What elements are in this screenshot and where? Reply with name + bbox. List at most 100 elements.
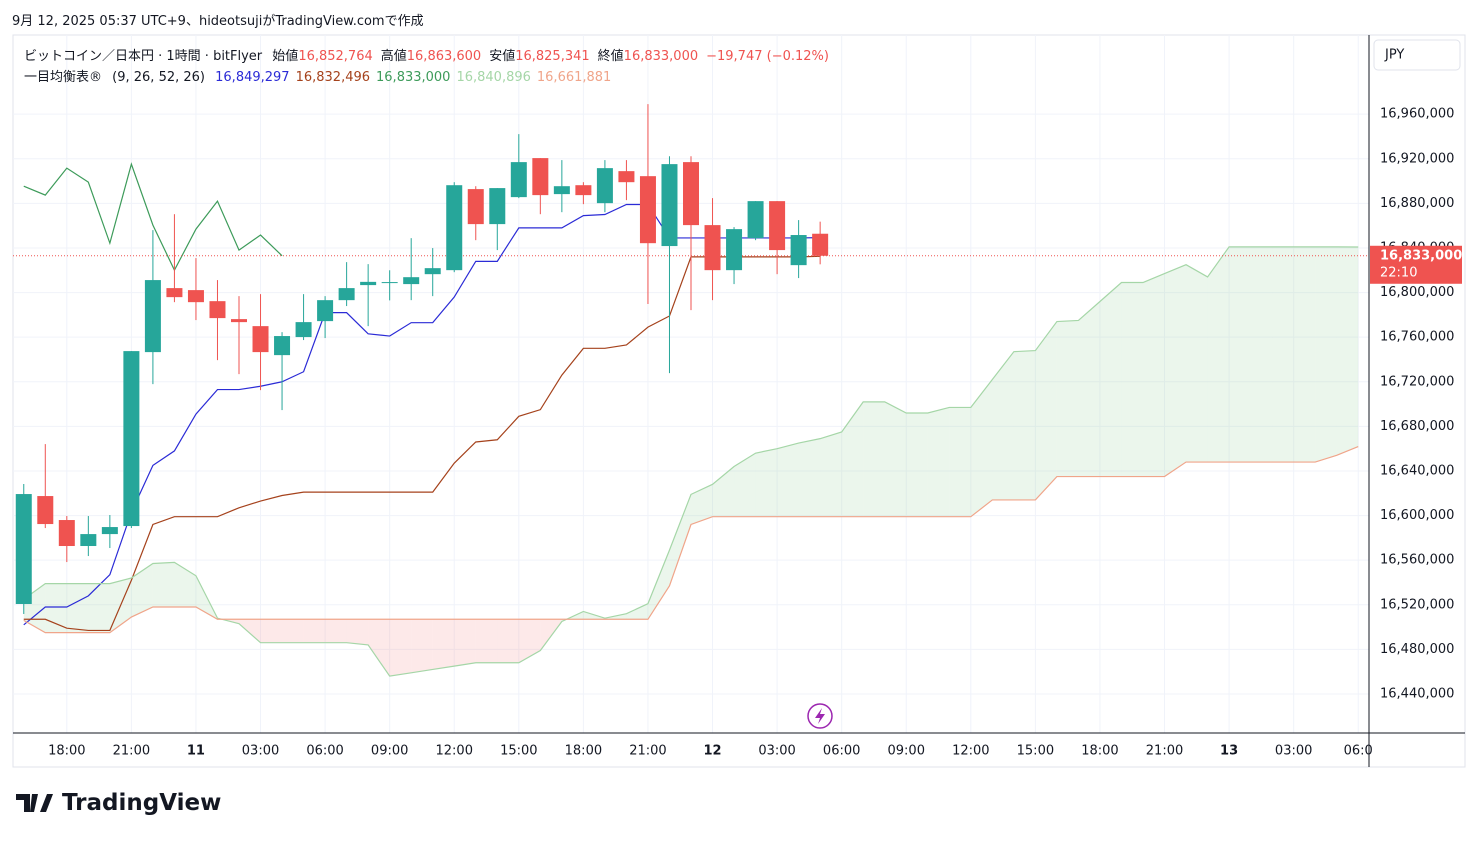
- cloud: [798, 438, 821, 517]
- y-tick-label: 16,960,000: [1380, 107, 1454, 122]
- cloud: [411, 619, 433, 673]
- candle-body: [812, 233, 829, 256]
- cloud: [820, 431, 842, 517]
- cloud: [303, 619, 326, 643]
- indicator-line: [23, 203, 821, 626]
- cloud: [346, 619, 369, 645]
- candle-body: [639, 176, 656, 244]
- x-tick-label: 13: [1220, 744, 1238, 759]
- cloud: [432, 619, 455, 670]
- ohlc-value: 16,852,764: [298, 49, 373, 64]
- ohlc-value: 16,825,341: [515, 49, 590, 64]
- x-tick-label: 15:00: [500, 744, 537, 759]
- ohlc-label: 終値: [597, 49, 624, 64]
- cloud: [1186, 264, 1208, 463]
- candle-body: [446, 185, 463, 271]
- cloud: [1099, 282, 1122, 477]
- cloud: [131, 563, 153, 618]
- x-tick-label: 11: [187, 744, 205, 759]
- legend-main: ビットコイン／日本円 · 1時間 · bitFlyer 始値16,852,764…: [24, 45, 837, 64]
- candle-body: [790, 235, 807, 266]
- brand: TradingView: [16, 790, 221, 816]
- ohlc-value: 16,833,000: [623, 49, 699, 64]
- indicator-params: (9, 26, 52, 26): [112, 70, 205, 85]
- cloud: [1315, 246, 1337, 463]
- y-tick-label: 16,920,000: [1380, 151, 1454, 166]
- candle-body: [704, 225, 721, 271]
- y-tick-label: 16,520,000: [1380, 597, 1454, 612]
- cloud: [712, 466, 735, 517]
- cloud: [454, 619, 476, 667]
- cloud: [1229, 246, 1251, 463]
- x-tick-label: 18:00: [565, 744, 602, 759]
- cloud: [1272, 246, 1294, 463]
- cloud: [325, 619, 347, 643]
- cloud: [970, 379, 993, 517]
- cloud: [1078, 301, 1100, 477]
- chart-frame: [12, 34, 1466, 768]
- cloud: [927, 407, 950, 517]
- candle-body: [661, 164, 678, 247]
- indicator-line: [23, 162, 283, 272]
- candle-body: [683, 162, 699, 226]
- brand-name: TradingView: [62, 790, 222, 816]
- x-tick-label: 12:00: [436, 744, 473, 759]
- indicator-line: [23, 255, 821, 632]
- candle-body: [187, 290, 204, 303]
- candle-body: [489, 188, 506, 225]
- cloud: [884, 401, 907, 517]
- candle-body: [15, 494, 32, 604]
- x-tick-label: 15:00: [1017, 744, 1054, 759]
- cloud: [755, 448, 778, 517]
- y-tick-label: 16,720,000: [1380, 374, 1454, 389]
- candle-body: [295, 322, 312, 338]
- candle-body: [123, 351, 140, 527]
- cloud: [669, 494, 691, 586]
- indicator-value: 16,833,000: [376, 70, 451, 85]
- candle-body: [618, 171, 635, 183]
- x-tick-label: 03:00: [242, 744, 279, 759]
- x-tick-label: 21:00: [113, 744, 150, 759]
- candle-body: [596, 168, 613, 204]
- candle-body: [101, 527, 118, 535]
- x-tick-label: 12:00: [952, 744, 989, 759]
- y-tick-label: 16,560,000: [1380, 553, 1454, 568]
- cloud: [518, 619, 541, 663]
- cloud: [863, 401, 885, 517]
- indicator-value: 16,661,881: [536, 70, 612, 85]
- cloud: [906, 412, 928, 517]
- cloud: [260, 619, 283, 643]
- candle-body: [553, 186, 570, 195]
- indicator-value: 16,849,297: [215, 70, 290, 85]
- cloud: [1013, 350, 1036, 500]
- candle-body: [166, 288, 183, 298]
- cloud: [1293, 246, 1316, 463]
- y-tick-label: 16,480,000: [1380, 642, 1454, 657]
- ohlc-label: 高値: [380, 49, 407, 64]
- cloud: [45, 583, 67, 633]
- candle-body: [726, 229, 743, 271]
- candle-body: [510, 162, 527, 198]
- currency-box: [1373, 39, 1461, 71]
- cloud: [734, 453, 756, 517]
- ohlc-label: 始値: [272, 49, 299, 64]
- cloud: [949, 407, 971, 517]
- y-tick-label: 16,640,000: [1380, 463, 1454, 478]
- event-icon-bolt: [815, 708, 825, 724]
- candle-body: [252, 326, 269, 353]
- candle-body: [209, 301, 226, 319]
- candle-body: [80, 534, 97, 547]
- cloud: [1121, 282, 1143, 477]
- candle-body: [467, 189, 484, 225]
- candle-body: [532, 158, 549, 196]
- y-tick-label: 16,760,000: [1380, 330, 1454, 345]
- cloud: [1164, 264, 1187, 477]
- brand-logo: [16, 794, 53, 812]
- cloud: [1143, 273, 1165, 477]
- indicator-line: [23, 446, 1359, 634]
- candle-body: [769, 201, 786, 251]
- symbol: ビットコイン／日本円 · 1時間 · bitFlyer: [24, 49, 263, 64]
- y-tick-label: 16,800,000: [1380, 285, 1454, 300]
- cloud: [1336, 246, 1359, 456]
- x-tick-label: 03:00: [1275, 744, 1312, 759]
